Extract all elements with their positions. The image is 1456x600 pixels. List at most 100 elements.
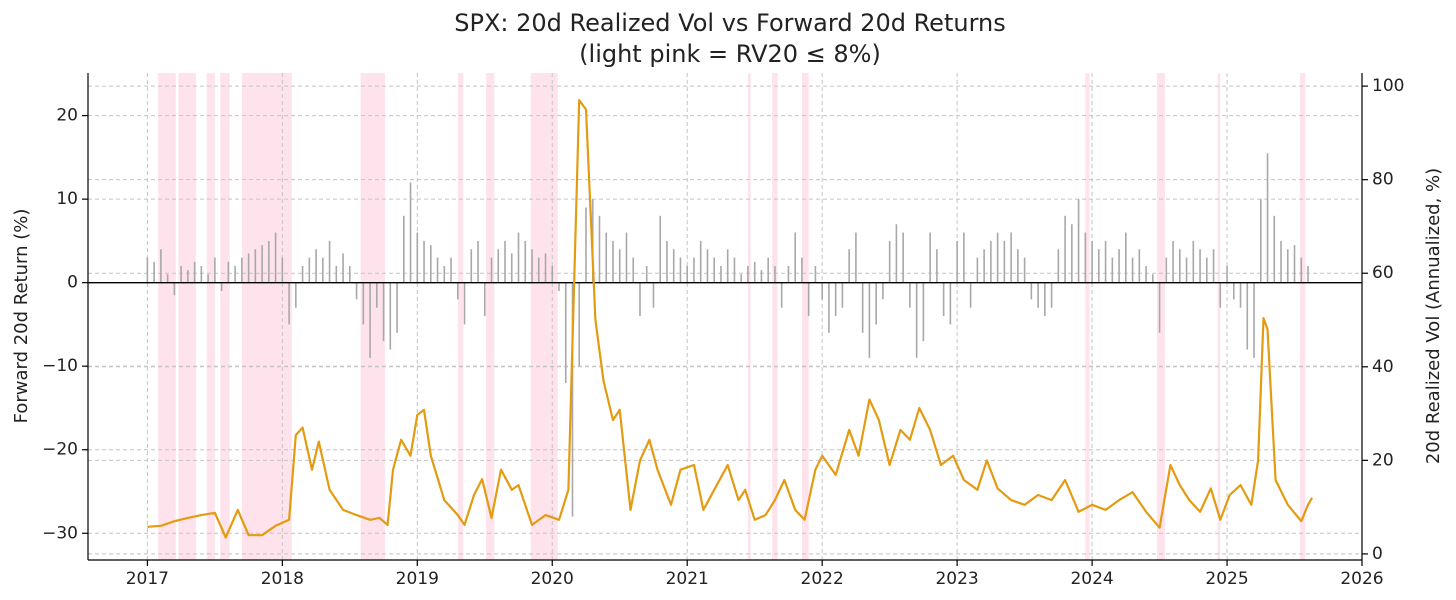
return-bar [483, 282, 486, 317]
return-bar [1239, 282, 1242, 308]
return-bar [268, 240, 270, 283]
return-bar [382, 282, 385, 342]
return-bar [1179, 249, 1181, 283]
return-bar [1158, 282, 1161, 333]
return-bar [1098, 249, 1100, 283]
return-bar [160, 249, 162, 283]
x-tick-label: 2020 [531, 569, 574, 589]
return-bar [1266, 153, 1269, 283]
return-bar [915, 282, 918, 358]
return-bar [774, 265, 776, 283]
return-bar [564, 282, 567, 383]
return-bar [1253, 282, 1255, 358]
return-bar [308, 257, 311, 283]
return-bar [254, 249, 257, 283]
y2-tick-label: 0 [1372, 544, 1383, 564]
return-bar [598, 215, 601, 283]
return-bar [1300, 257, 1303, 283]
return-bar [645, 265, 648, 283]
return-bar [362, 282, 365, 325]
return-bar [1030, 282, 1033, 300]
shaded-span [1299, 73, 1306, 560]
shaded-span [457, 73, 464, 560]
return-bar [1003, 240, 1006, 283]
return-bar [888, 240, 891, 283]
return-bar [403, 215, 405, 283]
return-bar [558, 282, 560, 292]
return-bar [1118, 249, 1120, 283]
return-bar [173, 282, 176, 296]
return-bar [207, 274, 209, 283]
return-bar [652, 282, 655, 308]
return-bar [477, 240, 479, 283]
return-bar [1259, 199, 1262, 283]
return-bar [531, 249, 533, 283]
shaded-span [747, 73, 751, 560]
return-bar [328, 240, 331, 283]
return-bar [335, 265, 338, 283]
return-bar [679, 257, 682, 283]
y-tick-label: 20 [56, 106, 78, 126]
return-bar [996, 232, 999, 283]
return-bar [1017, 249, 1019, 283]
shaded-span [220, 73, 230, 560]
return-bar [180, 265, 182, 283]
shaded-span [530, 73, 558, 560]
return-bar [463, 282, 466, 325]
shaded-span [158, 73, 176, 560]
return-bar [821, 282, 823, 300]
return-bar [1280, 240, 1282, 283]
return-bar [301, 265, 304, 283]
return-bar [1064, 215, 1066, 283]
return-bar [281, 257, 284, 283]
return-bar [342, 253, 344, 283]
return-bar [200, 265, 203, 283]
return-bar [1138, 249, 1141, 283]
return-bar [733, 257, 736, 283]
return-bar [1307, 265, 1309, 283]
return-bar [747, 265, 749, 283]
x-tick-label: 2023 [935, 569, 978, 589]
return-bar [895, 224, 898, 283]
return-bar [801, 257, 803, 283]
return-bar [686, 265, 689, 283]
return-bar [288, 282, 290, 325]
return-bar [355, 282, 358, 300]
return-bar [713, 257, 716, 283]
return-bar [187, 270, 189, 283]
return-bar [544, 253, 547, 283]
return-bar [807, 282, 810, 317]
return-bar [1037, 282, 1039, 308]
return-bar [834, 282, 837, 317]
return-bar [976, 257, 979, 283]
shaded-span [1156, 73, 1165, 560]
y2-tick-label: 80 [1372, 170, 1394, 190]
return-bar [1199, 249, 1201, 283]
x-tick-label: 2019 [396, 569, 439, 589]
return-bar [537, 257, 540, 283]
return-bar [322, 257, 324, 283]
return-bar [429, 245, 432, 283]
return-bar [990, 240, 992, 283]
return-bar [605, 232, 608, 283]
return-bar [956, 240, 958, 283]
return-bar [625, 232, 628, 283]
y-tick-label: 10 [56, 189, 78, 209]
return-bar [693, 257, 695, 283]
shaded-span [486, 73, 495, 560]
return-bar [936, 249, 938, 283]
return-bar [1125, 232, 1127, 283]
return-bar [315, 249, 317, 283]
return-bar [456, 282, 459, 300]
return-bar [969, 282, 972, 308]
return-bar [470, 249, 473, 283]
return-bar [672, 249, 675, 283]
return-bar [551, 265, 554, 283]
shaded-span [178, 73, 196, 560]
shaded-span [1217, 73, 1221, 560]
return-bar [902, 232, 904, 283]
return-bar [1205, 257, 1208, 283]
return-bar [1192, 240, 1195, 283]
return-bar [247, 253, 250, 283]
return-bar [214, 257, 216, 283]
